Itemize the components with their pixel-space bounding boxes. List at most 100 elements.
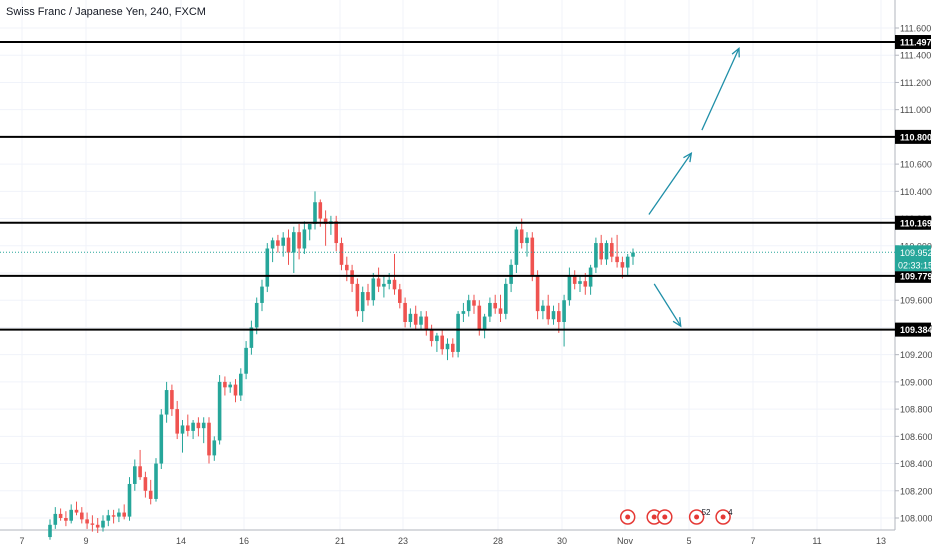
candle-body xyxy=(154,463,158,499)
candle-body xyxy=(445,343,450,350)
candle xyxy=(504,278,508,320)
candle xyxy=(366,283,370,306)
event-marker-dot xyxy=(694,514,700,520)
y-tick-label: 111.000 xyxy=(900,105,931,115)
candle-body xyxy=(419,316,423,325)
event-marker xyxy=(657,509,673,525)
x-tick-label: 28 xyxy=(493,536,503,546)
y-tick-label: 108.200 xyxy=(900,486,932,496)
candle-body xyxy=(382,283,386,287)
candle xyxy=(276,234,280,253)
level-price-label: 110.800 xyxy=(900,132,932,142)
candle-body xyxy=(170,390,174,410)
candle-body xyxy=(233,384,238,396)
candle xyxy=(281,232,285,257)
candle-body xyxy=(90,523,95,525)
candle xyxy=(631,248,635,265)
candle-body xyxy=(355,283,360,312)
x-tick-label: 13 xyxy=(876,536,886,546)
y-tick-label: 108.600 xyxy=(900,432,932,442)
candle xyxy=(472,294,476,314)
candle-body xyxy=(58,513,63,518)
candle-body xyxy=(387,279,391,284)
candle-body xyxy=(461,311,466,314)
candle-body xyxy=(599,243,603,260)
candle-body xyxy=(133,466,137,484)
x-tick-label: 7 xyxy=(750,536,755,546)
candle xyxy=(122,504,126,520)
candle xyxy=(207,417,211,464)
event-marker-dot xyxy=(662,514,668,520)
candle xyxy=(106,509,111,527)
candle xyxy=(610,237,614,263)
candle-body xyxy=(111,515,116,517)
candle-body xyxy=(244,347,248,374)
candle-body xyxy=(392,279,397,290)
candle xyxy=(408,308,413,328)
candle-body xyxy=(286,237,291,253)
candle-body xyxy=(408,313,413,322)
candle xyxy=(572,270,577,290)
candle xyxy=(466,294,471,317)
y-tick-label: 109.600 xyxy=(900,296,932,306)
candle-body xyxy=(159,414,164,464)
candle xyxy=(212,436,217,461)
candle xyxy=(376,267,381,293)
candle xyxy=(599,234,603,265)
candle-body xyxy=(551,311,556,320)
candle xyxy=(127,477,132,521)
arrow-head xyxy=(672,317,682,328)
candle xyxy=(133,459,137,491)
x-tick-label: 30 xyxy=(557,536,567,546)
candle xyxy=(201,417,206,444)
x-tick-label: 14 xyxy=(176,536,186,546)
candle-body xyxy=(514,229,519,265)
candle-body xyxy=(106,515,111,521)
candle xyxy=(170,384,174,416)
x-tick-label: 23 xyxy=(398,536,408,546)
candle xyxy=(403,297,407,328)
candle-body xyxy=(541,305,545,312)
level-price-badge xyxy=(895,129,931,144)
candle-body xyxy=(615,256,619,263)
candle xyxy=(254,297,259,335)
candle xyxy=(159,409,164,469)
candle xyxy=(85,512,89,529)
candle-body xyxy=(435,335,439,342)
level-price-label: 111.497 xyxy=(900,38,932,48)
candle xyxy=(297,224,301,260)
candle xyxy=(90,515,95,532)
candle-body xyxy=(307,224,312,230)
candle xyxy=(58,508,63,521)
candle xyxy=(101,515,105,532)
candle-body xyxy=(557,311,561,322)
candle-body xyxy=(413,313,418,325)
y-tick-label: 109.200 xyxy=(900,350,932,360)
candle xyxy=(398,283,402,309)
candle xyxy=(562,294,566,347)
candle-body xyxy=(127,483,132,517)
candle xyxy=(498,294,503,322)
candle-body xyxy=(509,264,513,284)
candle xyxy=(323,210,328,246)
candle-body xyxy=(620,262,625,268)
candle xyxy=(382,275,386,298)
candle xyxy=(557,302,561,333)
candle-body xyxy=(578,281,582,284)
candle xyxy=(244,341,248,380)
candle xyxy=(53,507,58,529)
candle xyxy=(541,300,545,320)
candle xyxy=(350,264,354,293)
candle xyxy=(186,414,190,437)
candle-body xyxy=(265,248,270,287)
candle-body xyxy=(276,240,280,246)
candle-body xyxy=(429,330,434,342)
current-price-label: 109.952 xyxy=(900,248,932,258)
candle-body xyxy=(323,218,328,224)
candle-body xyxy=(456,313,460,352)
candle-body xyxy=(334,221,338,244)
candle-body xyxy=(223,381,227,388)
event-marker: 52 xyxy=(688,508,711,525)
candle xyxy=(175,400,179,440)
candle-body xyxy=(138,466,142,478)
